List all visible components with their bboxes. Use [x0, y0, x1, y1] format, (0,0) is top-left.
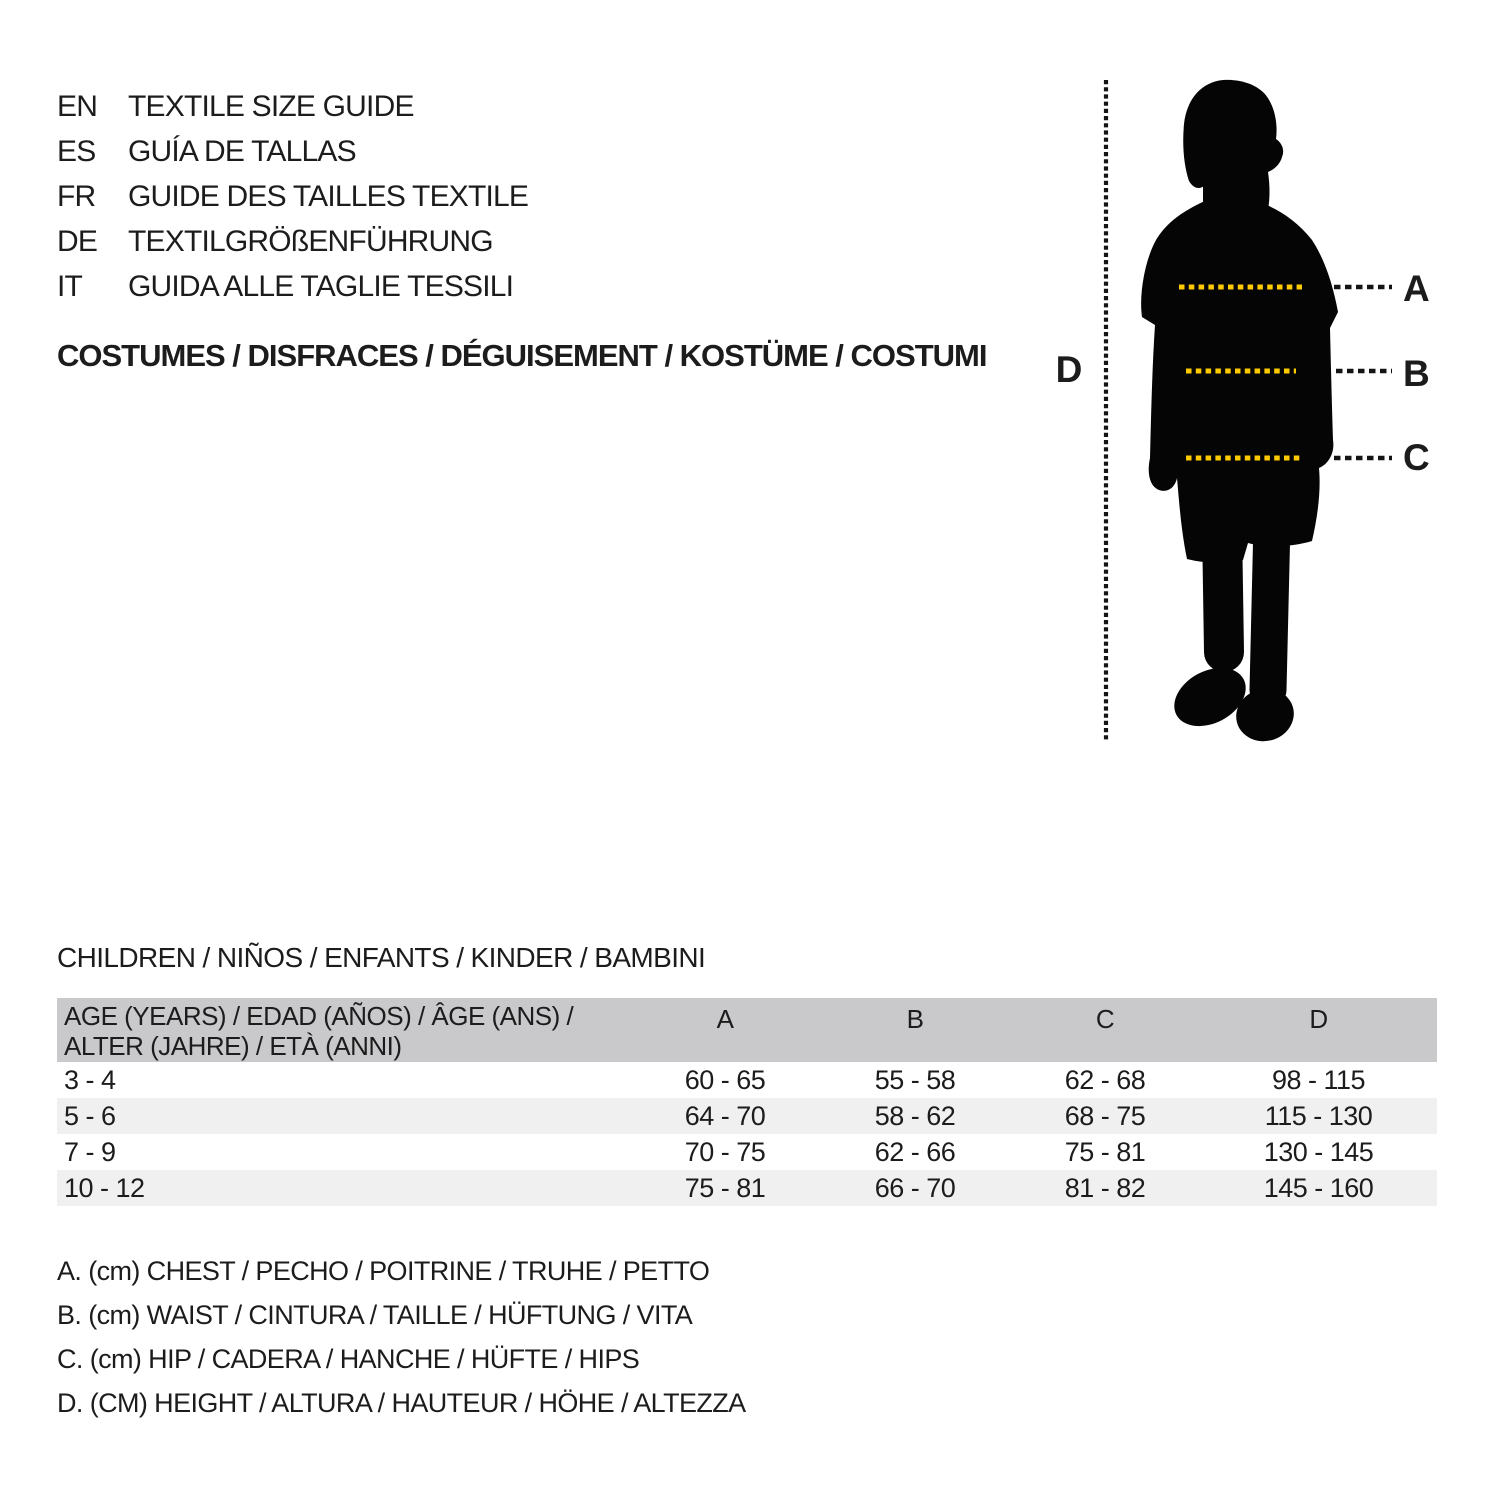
- label-c: C: [1403, 437, 1430, 478]
- language-title: GUÍA DE TALLAS: [128, 135, 357, 168]
- height-cell: 130 - 145: [1263, 1137, 1374, 1167]
- language-title: TEXTILE SIZE GUIDE: [128, 90, 414, 123]
- column-header-b: B: [906, 1004, 924, 1034]
- language-row-it: IT GUIDA ALLE TAGLIE TESSILI: [57, 264, 528, 309]
- table-row: 3 - 4 60 - 65 55 - 58 62 - 68 98 - 115: [57, 1062, 1437, 1098]
- silhouette-right-shoe: [1236, 688, 1294, 742]
- table-row: 7 - 9 70 - 75 62 - 66 75 - 81 130 - 145: [57, 1134, 1437, 1170]
- category-title: COSTUMES / DISFRACES / DÉGUISEMENT / KOS…: [57, 338, 987, 373]
- language-code: FR: [57, 180, 96, 213]
- label-b: B: [1403, 353, 1430, 394]
- waist-cell: 62 - 66: [874, 1137, 956, 1167]
- label-a: A: [1403, 268, 1430, 309]
- chest-cell: 64 - 70: [684, 1101, 766, 1131]
- waist-cell: 55 - 58: [874, 1065, 956, 1095]
- language-code: DE: [57, 225, 98, 258]
- column-header-c: C: [1095, 1004, 1115, 1034]
- language-title: GUIDA ALLE TAGLIE TESSILI: [128, 270, 514, 303]
- table-row: 5 - 6 64 - 70 58 - 62 68 - 75 115 - 130: [57, 1098, 1437, 1134]
- hip-cell: 62 - 68: [1064, 1065, 1146, 1095]
- size-table: AGE (YEARS) / EDAD (AÑOS) / ÂGE (ANS) / …: [57, 998, 1437, 1206]
- size-table-header: AGE (YEARS) / EDAD (AÑOS) / ÂGE (ANS) / …: [57, 998, 1437, 1062]
- silhouette-left-leg: [1202, 505, 1244, 672]
- child-silhouette: [1141, 79, 1338, 742]
- silhouette-body: [1141, 200, 1338, 563]
- language-title: GUIDE DES TAILLES TEXTILE: [128, 180, 529, 213]
- age-cell: 7 - 9: [64, 1137, 116, 1167]
- hip-cell: 75 - 81: [1064, 1137, 1146, 1167]
- age-header-line1: AGE (YEARS) / EDAD (AÑOS) / ÂGE (ANS) /: [64, 1001, 574, 1031]
- language-code: EN: [57, 90, 98, 123]
- age-cell: 5 - 6: [64, 1101, 116, 1131]
- hip-cell: 68 - 75: [1064, 1101, 1146, 1131]
- height-cell: 115 - 130: [1264, 1101, 1373, 1131]
- column-header-d: D: [1309, 1004, 1328, 1034]
- age-cell: 3 - 4: [64, 1065, 116, 1095]
- age-header-line2: ALTER (JAHRE) / ETÀ (ANNI): [64, 1031, 402, 1061]
- waist-cell: 58 - 62: [874, 1101, 956, 1131]
- section-heading: CHILDREN / NIÑOS / ENFANTS / KINDER / BA…: [57, 942, 706, 973]
- table-row: 10 - 12 75 - 81 66 - 70 81 - 82 145 - 16…: [57, 1170, 1437, 1206]
- language-row-en: EN TEXTILE SIZE GUIDE: [57, 84, 528, 129]
- language-code: IT: [57, 270, 83, 303]
- language-title: TEXTILGRÖßENFÜHRUNG: [128, 225, 494, 258]
- child-measurement-figure: D A B C: [1056, 79, 1430, 742]
- chest-cell: 60 - 65: [684, 1065, 766, 1095]
- language-row-de: DE TEXTILGRÖßENFÜHRUNG: [57, 219, 528, 264]
- language-list: EN TEXTILE SIZE GUIDE ES GUÍA DE TALLAS …: [57, 84, 529, 309]
- column-header-a: A: [716, 1004, 734, 1034]
- language-row-es: ES GUÍA DE TALLAS: [57, 129, 528, 174]
- chest-cell: 70 - 75: [684, 1137, 766, 1167]
- height-cell: 98 - 115: [1271, 1065, 1366, 1095]
- legend-waist: B. (cm) WAIST / CINTURA / TAILLE / HÜFTU…: [57, 1300, 693, 1330]
- waist-cell: 66 - 70: [874, 1173, 956, 1203]
- legend-hip: C. (cm) HIP / CADERA / HANCHE / HÜFTE / …: [57, 1344, 640, 1374]
- label-d: D: [1056, 349, 1083, 390]
- language-row-fr: FR GUIDE DES TAILLES TEXTILE: [57, 174, 529, 219]
- legend-height: D. (CM) HEIGHT / ALTURA / HAUTEUR / HÖHE…: [57, 1388, 746, 1418]
- age-column-header: AGE (YEARS) / EDAD (AÑOS) / ÂGE (ANS) / …: [57, 998, 630, 1062]
- legend-chest: A. (cm) CHEST / PECHO / POITRINE / TRUHE…: [57, 1256, 710, 1286]
- silhouette-head: [1183, 79, 1284, 210]
- silhouette-left-shoe: [1174, 667, 1246, 727]
- language-code: ES: [57, 135, 96, 168]
- age-cell: 10 - 12: [64, 1173, 145, 1203]
- hip-cell: 81 - 82: [1064, 1173, 1146, 1203]
- measurement-legend: A. (cm) CHEST / PECHO / POITRINE / TRUHE…: [57, 1249, 746, 1425]
- chest-cell: 75 - 81: [684, 1173, 766, 1203]
- height-cell: 145 - 160: [1263, 1173, 1374, 1203]
- silhouette-right-leg: [1249, 503, 1291, 709]
